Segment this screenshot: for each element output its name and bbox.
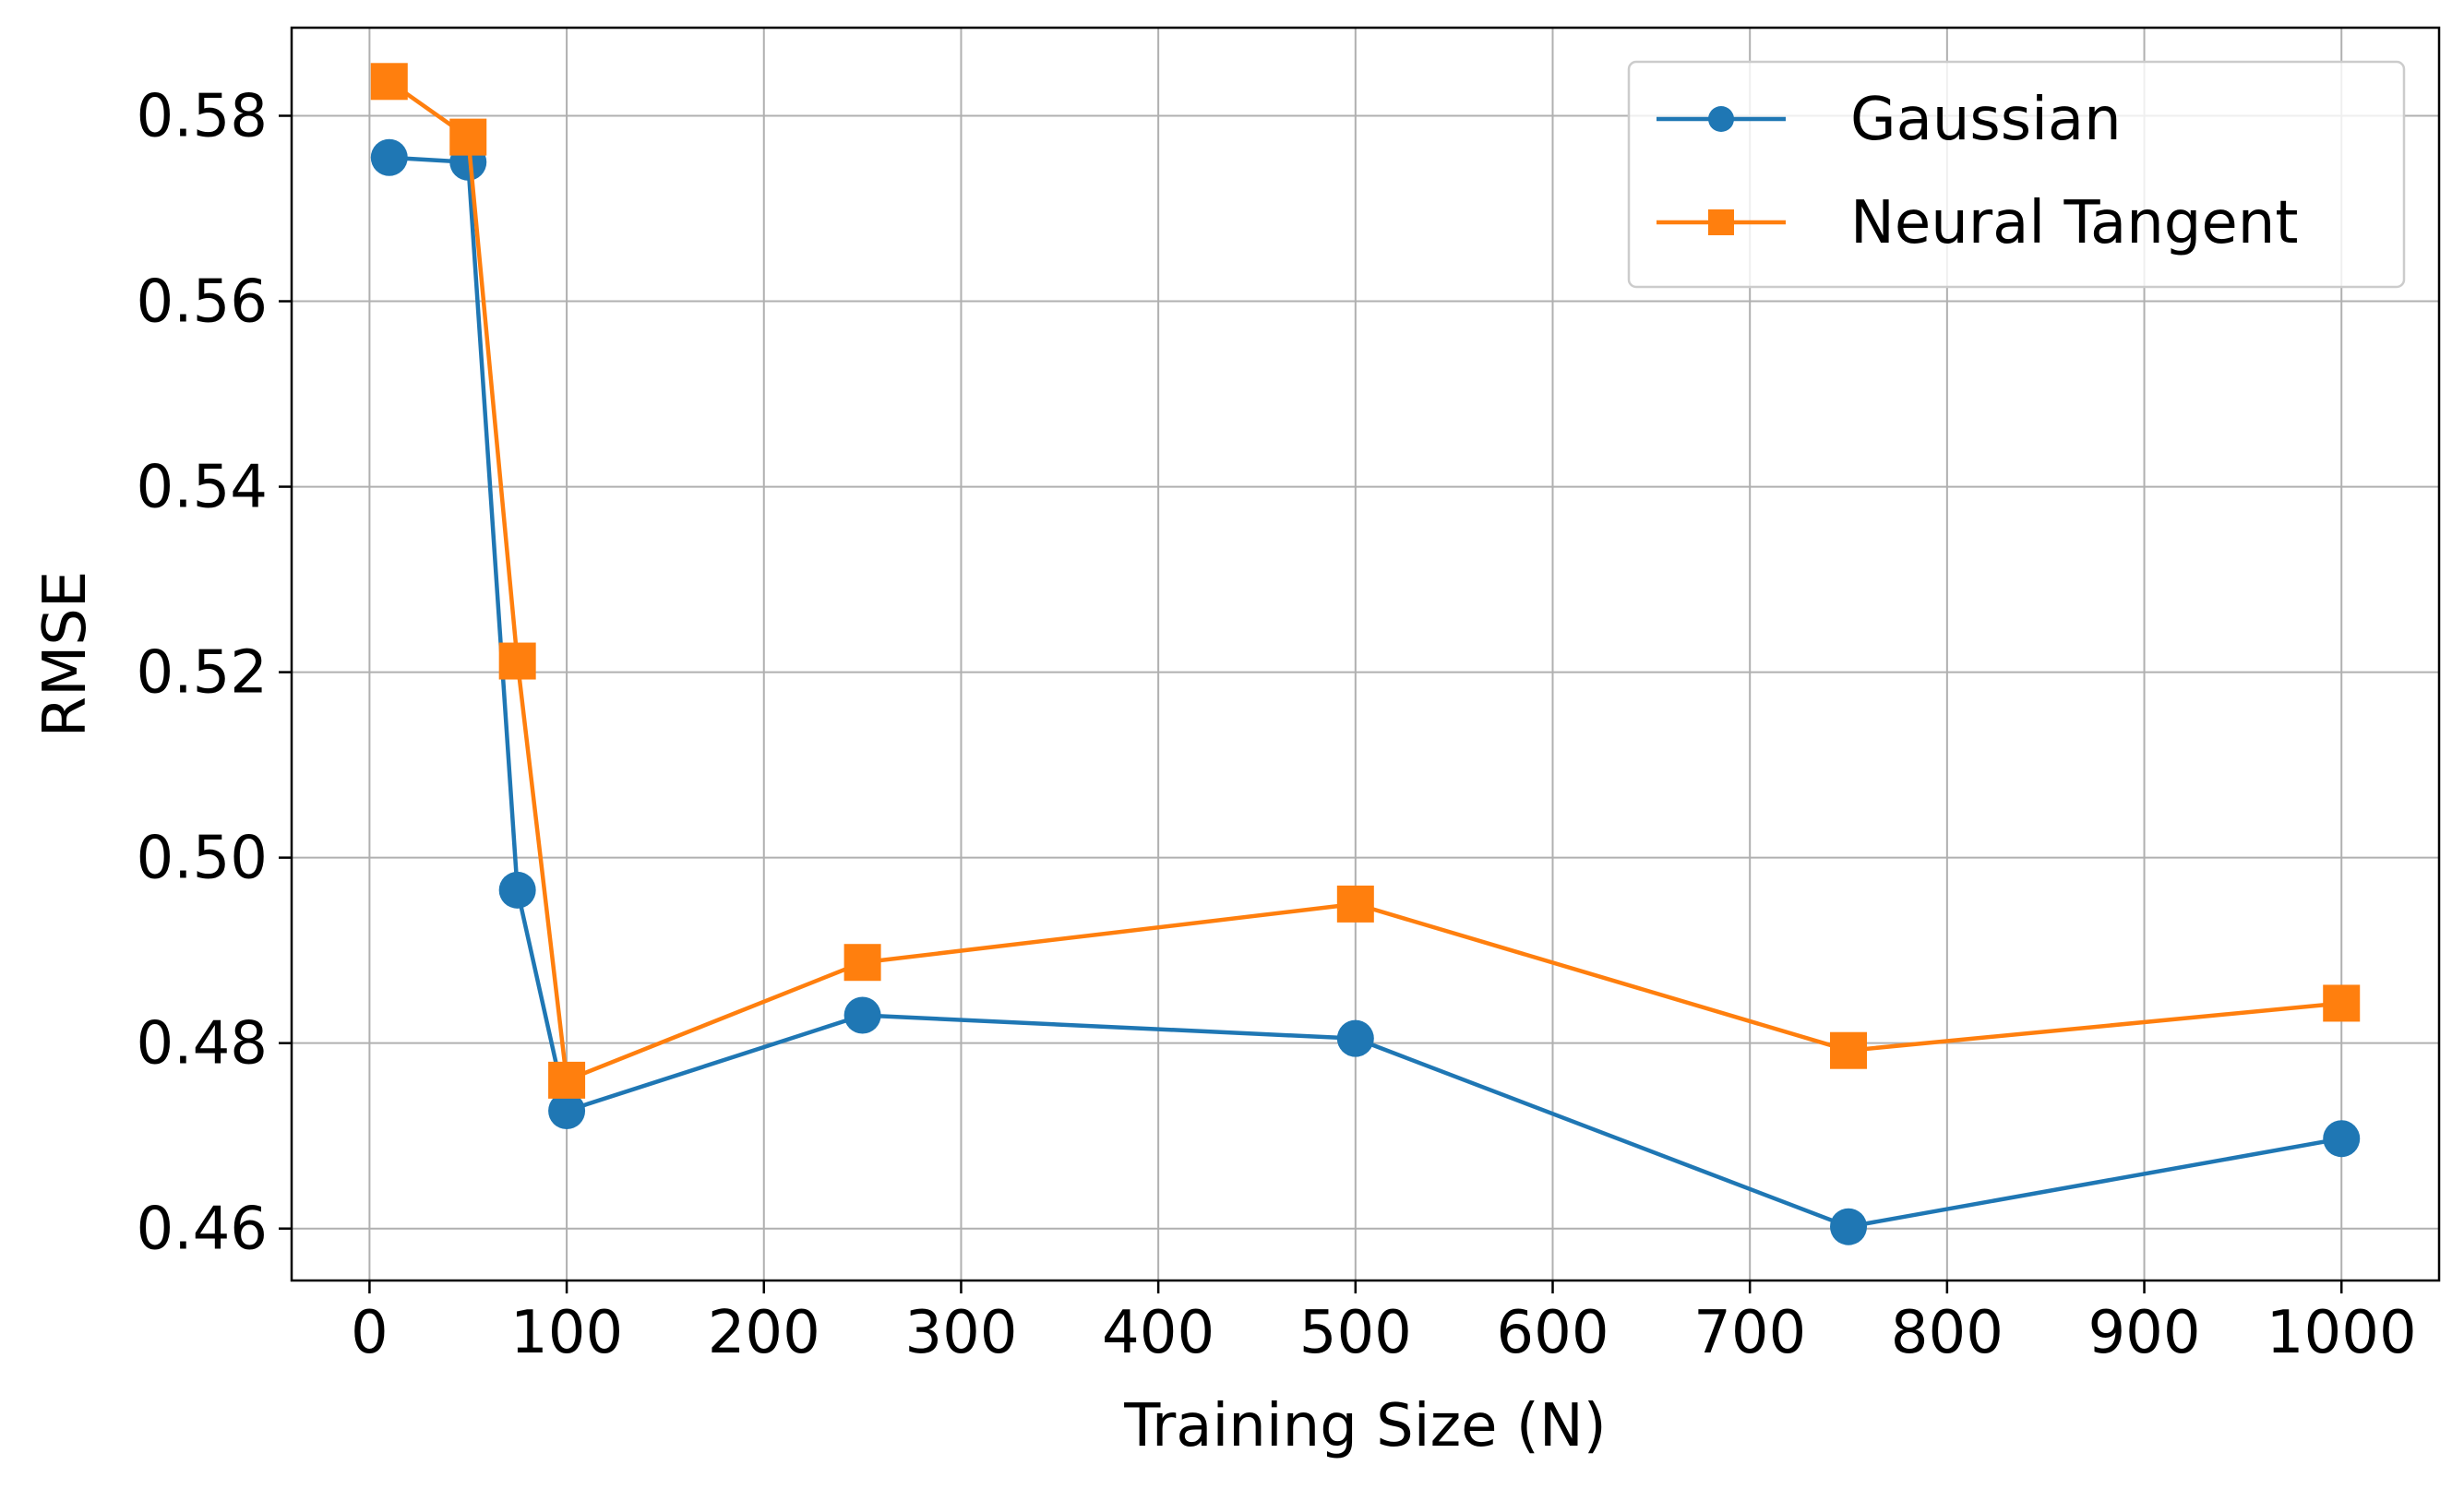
x-tick-label: 500 bbox=[1299, 1299, 1412, 1367]
y-axis-title: RMSE bbox=[31, 571, 100, 738]
series-line bbox=[388, 79, 2342, 1083]
series-neural-tangent bbox=[370, 63, 2361, 1099]
legend: Gaussian Neural Tangent bbox=[1627, 60, 2406, 289]
x-tick-label: 100 bbox=[510, 1299, 623, 1367]
data-point bbox=[843, 996, 881, 1034]
y-tick-label: 0.48 bbox=[137, 1010, 269, 1078]
data-point bbox=[2323, 1120, 2361, 1158]
x-tick-label: 200 bbox=[708, 1299, 820, 1367]
axis-ticks: 0 100 200 300 400 500 600 700 800 900 1000 0.46 0.48… bbox=[137, 82, 2417, 1367]
data-point bbox=[548, 1092, 586, 1130]
x-tick-label: 1000 bbox=[2267, 1299, 2417, 1367]
data-point bbox=[1830, 1031, 1868, 1069]
data-point bbox=[498, 871, 536, 909]
legend-label: Neural Tangent bbox=[1850, 189, 2298, 257]
x-tick-label: 900 bbox=[2087, 1299, 2200, 1367]
data-point bbox=[1336, 1019, 1374, 1057]
legend-item: Gaussian bbox=[1657, 86, 2122, 154]
data-point bbox=[498, 642, 536, 680]
plot-area-frame bbox=[290, 26, 2441, 1282]
data-point bbox=[548, 1061, 586, 1099]
x-tick-label: 0 bbox=[351, 1299, 389, 1367]
x-axis-title: Training Size (N) bbox=[1123, 1392, 1606, 1460]
legend-box bbox=[1627, 60, 2406, 289]
y-tick-label: 0.46 bbox=[137, 1196, 269, 1264]
data-point bbox=[370, 63, 408, 101]
x-tick-label: 300 bbox=[904, 1299, 1017, 1367]
y-tick-label: 0.52 bbox=[137, 639, 269, 708]
data-point bbox=[370, 138, 408, 176]
data-point bbox=[449, 118, 487, 156]
y-tick-label: 0.56 bbox=[137, 268, 269, 337]
x-tick-label: 400 bbox=[1102, 1299, 1214, 1367]
y-tick-label: 0.50 bbox=[137, 825, 269, 893]
x-tick-label: 800 bbox=[1891, 1299, 2003, 1367]
legend-marker bbox=[1708, 106, 1734, 132]
y-tick-label: 0.54 bbox=[137, 454, 269, 522]
legend-label: Gaussian bbox=[1850, 86, 2122, 154]
series-layer bbox=[370, 63, 2361, 1245]
data-point bbox=[2323, 984, 2361, 1022]
data-point bbox=[1830, 1208, 1868, 1245]
series-line bbox=[389, 155, 2342, 1229]
y-tick-label: 0.58 bbox=[137, 82, 269, 150]
data-point bbox=[843, 944, 881, 982]
legend-marker bbox=[1708, 209, 1734, 235]
x-tick-label: 700 bbox=[1693, 1299, 1806, 1367]
legend-item: Neural Tangent bbox=[1657, 189, 2298, 257]
x-tick-label: 600 bbox=[1496, 1299, 1609, 1367]
data-point bbox=[1336, 885, 1374, 923]
